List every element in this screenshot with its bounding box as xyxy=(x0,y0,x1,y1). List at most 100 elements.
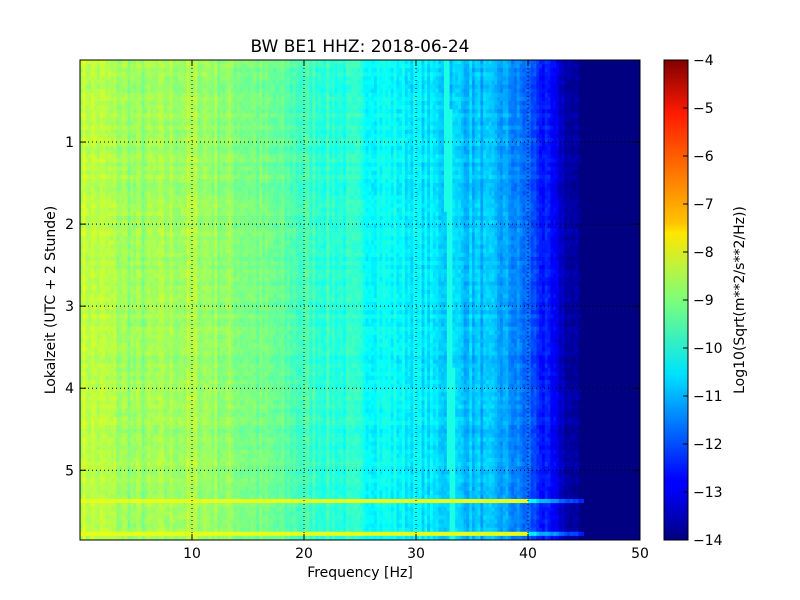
heatmap-cell xyxy=(458,105,461,110)
heatmap-cell xyxy=(97,105,100,110)
heatmap-cell xyxy=(156,130,159,135)
heatmap-cell xyxy=(542,89,545,94)
heatmap-cell xyxy=(366,130,369,135)
heatmap-cell xyxy=(581,113,584,118)
heatmap-cell xyxy=(522,117,525,122)
heatmap-cell xyxy=(178,130,181,135)
heatmap-cell xyxy=(385,113,388,118)
heatmap-cell xyxy=(262,81,265,86)
heatmap-cell xyxy=(433,85,436,90)
heatmap-cell xyxy=(248,93,251,98)
heatmap-cell xyxy=(363,72,366,77)
heatmap-cell xyxy=(139,158,142,163)
heatmap-cell xyxy=(144,154,147,159)
heatmap-cell xyxy=(618,134,621,139)
heatmap-cell xyxy=(150,93,153,98)
heatmap-cell xyxy=(312,134,315,139)
heatmap-cell xyxy=(419,89,422,94)
heatmap-cell xyxy=(226,130,229,135)
heatmap-cell xyxy=(371,81,374,86)
heatmap-cell xyxy=(514,68,517,73)
heatmap-cell xyxy=(231,85,234,90)
heatmap-cell xyxy=(438,81,441,86)
heatmap-cell xyxy=(609,72,612,77)
heatmap-cell xyxy=(562,68,565,73)
heatmap-cell xyxy=(153,60,156,65)
heatmap-cell xyxy=(220,142,223,147)
heatmap-cell xyxy=(214,64,217,69)
heatmap-cell xyxy=(231,105,234,110)
heatmap-cell xyxy=(556,134,559,139)
heatmap-cell xyxy=(576,93,579,98)
heatmap-cell xyxy=(520,93,523,98)
heatmap-cell xyxy=(175,72,178,77)
heatmap-cell xyxy=(475,126,478,131)
heatmap-cell xyxy=(150,154,153,159)
heatmap-cell xyxy=(587,72,590,77)
heatmap-cell xyxy=(251,101,254,106)
heatmap-cell xyxy=(326,130,329,135)
heatmap-cell xyxy=(427,126,430,131)
heatmap-cell xyxy=(598,89,601,94)
heatmap-cell xyxy=(161,105,164,110)
heatmap-cell xyxy=(564,150,567,155)
heatmap-cell xyxy=(584,154,587,159)
heatmap-cell xyxy=(455,126,458,131)
heatmap-cell xyxy=(343,81,346,86)
heatmap-cell xyxy=(542,68,545,73)
heatmap-cell xyxy=(217,105,220,110)
heatmap-cell xyxy=(200,113,203,118)
heatmap-cell xyxy=(312,158,315,163)
heatmap-cell xyxy=(125,130,128,135)
heatmap-cell xyxy=(161,76,164,81)
heatmap-cell xyxy=(441,72,444,77)
heatmap-cell xyxy=(357,81,360,86)
heatmap-cell xyxy=(147,113,150,118)
heatmap-cell xyxy=(632,72,635,77)
heatmap-cell xyxy=(318,122,321,127)
heatmap-cell xyxy=(461,68,464,73)
heatmap-cell xyxy=(371,93,374,98)
heatmap-cell xyxy=(419,85,422,90)
heatmap-cell xyxy=(441,93,444,98)
heatmap-cell xyxy=(240,150,243,155)
heatmap-cell xyxy=(153,85,156,90)
heatmap-cell xyxy=(102,109,105,114)
heatmap-cell xyxy=(539,113,542,118)
heatmap-cell xyxy=(494,101,497,106)
heatmap-cell xyxy=(584,93,587,98)
heatmap-cell xyxy=(86,109,89,114)
heatmap-cell xyxy=(503,158,506,163)
heatmap-cell xyxy=(290,117,293,122)
heatmap-cell xyxy=(394,117,397,122)
heatmap-cell xyxy=(226,60,229,65)
heatmap-cell xyxy=(335,64,338,69)
heatmap-cell xyxy=(396,60,399,65)
heatmap-cell xyxy=(606,109,609,114)
heatmap-cell xyxy=(360,64,363,69)
heatmap-cell xyxy=(105,130,108,135)
heatmap-cell xyxy=(410,134,413,139)
heatmap-cell xyxy=(158,60,161,65)
heatmap-cell xyxy=(282,60,285,65)
heatmap-cell xyxy=(545,89,548,94)
heatmap-cell xyxy=(86,89,89,94)
heatmap-cell xyxy=(466,122,469,127)
heatmap-cell xyxy=(212,134,215,139)
heatmap-cell xyxy=(360,85,363,90)
heatmap-cell xyxy=(153,72,156,77)
heatmap-cell xyxy=(158,97,161,102)
heatmap-cell xyxy=(318,142,321,147)
heatmap-cell xyxy=(352,93,355,98)
heatmap-cell xyxy=(114,126,117,131)
heatmap-cell xyxy=(97,60,100,65)
heatmap-cell xyxy=(170,85,173,90)
heatmap-cell xyxy=(408,60,411,65)
heatmap-cell xyxy=(433,64,436,69)
heatmap-cell xyxy=(408,101,411,106)
heatmap-cell xyxy=(455,105,458,110)
heatmap-cell xyxy=(318,158,321,163)
heatmap-cell xyxy=(452,81,455,86)
heatmap-cell xyxy=(441,150,444,155)
heatmap-cell xyxy=(259,122,262,127)
